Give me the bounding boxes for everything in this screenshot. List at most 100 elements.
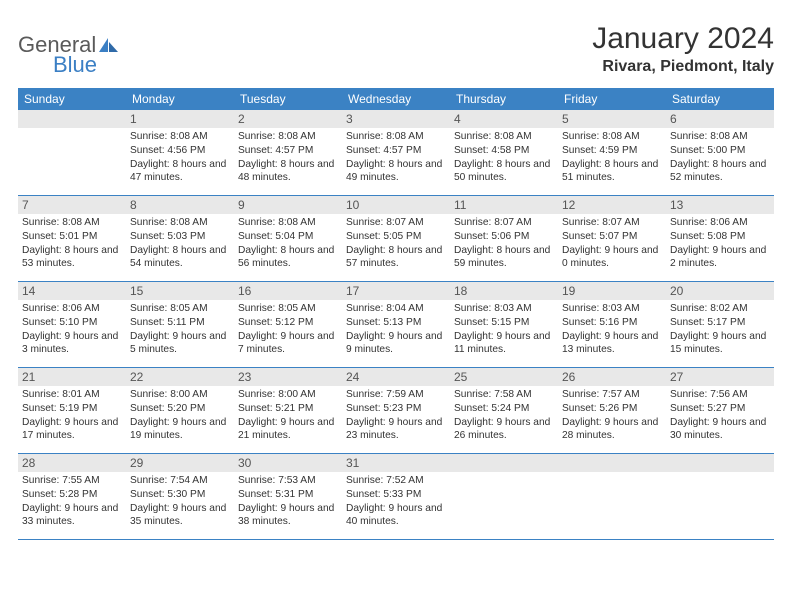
day-number: 8 bbox=[126, 196, 234, 214]
day-details: Sunrise: 7:59 AMSunset: 5:23 PMDaylight:… bbox=[346, 388, 446, 443]
calendar-day-cell: 10 Sunrise: 8:07 AMSunset: 5:05 PMDayligh… bbox=[342, 196, 450, 282]
weekday-header: Wednesday bbox=[342, 88, 450, 110]
day-details: Sunrise: 8:06 AMSunset: 5:08 PMDaylight:… bbox=[670, 216, 770, 271]
day-number: 25 bbox=[450, 368, 558, 386]
day-number: 18 bbox=[450, 282, 558, 300]
day-number: 31 bbox=[342, 454, 450, 472]
calendar-day-cell: 8Sunrise: 8:08 AMSunset: 5:03 PMDaylight… bbox=[126, 196, 234, 282]
brand-line2: Blue bbox=[53, 52, 97, 78]
calendar-day-cell: 26Sunrise: 7:57 AMSunset: 5:26 PMDayligh… bbox=[558, 368, 666, 454]
day-details: Sunrise: 8:03 AMSunset: 5:15 PMDaylight:… bbox=[454, 302, 554, 357]
day-number: 20 bbox=[666, 282, 774, 300]
weekday-header: Friday bbox=[558, 88, 666, 110]
calendar-day-cell: 2 Sunrise: 8:08 AMSunset: 4:57 PMDaylight… bbox=[234, 110, 342, 196]
weekday-header: Saturday bbox=[666, 88, 774, 110]
day-number: 4 bbox=[450, 110, 558, 128]
day-details: Sunrise: 7:55 AMSunset: 5:28 PMDaylight:… bbox=[22, 474, 122, 529]
day-number: 15 bbox=[126, 282, 234, 300]
calendar-day-cell: 1Sunrise: 8:08 AMSunset: 4:56 PMDaylight… bbox=[126, 110, 234, 196]
day-number: 13 bbox=[666, 196, 774, 214]
title-block: January 2024 Rivara, Piedmont, Italy bbox=[592, 22, 774, 76]
day-details: Sunrise: 8:08 AMSunset: 4:57 PMDaylight:… bbox=[238, 130, 338, 185]
day-details: Sunrise: 7:53 AMSunset: 5:31 PMDaylight:… bbox=[238, 474, 338, 529]
day-number: 6 bbox=[666, 110, 774, 128]
day-details: Sunrise: 8:08 AMSunset: 4:56 PMDaylight:… bbox=[130, 130, 230, 185]
day-details: Sunrise: 8:07 AMSunset: 5:05 PMDaylight:… bbox=[346, 216, 446, 271]
day-details: Sunrise: 7:52 AMSunset: 5:33 PMDaylight:… bbox=[346, 474, 446, 529]
day-number: 22 bbox=[126, 368, 234, 386]
calendar-day-cell: 12 Sunrise: 8:07 AMSunset: 5:07 PMDayligh… bbox=[558, 196, 666, 282]
calendar-empty-cell bbox=[558, 454, 666, 540]
day-number: 24 bbox=[342, 368, 450, 386]
calendar-page: General January 2024 Rivara, Piedmont, I… bbox=[0, 0, 792, 558]
day-details: Sunrise: 8:03 AMSunset: 5:16 PMDaylight:… bbox=[562, 302, 662, 357]
weekday-header: Tuesday bbox=[234, 88, 342, 110]
brand-text-2: Blue bbox=[53, 52, 97, 77]
day-details: Sunrise: 8:00 AMSunset: 5:20 PMDaylight:… bbox=[130, 388, 230, 443]
day-details: Sunrise: 8:05 AMSunset: 5:11 PMDaylight:… bbox=[130, 302, 230, 357]
day-number: 19 bbox=[558, 282, 666, 300]
flag-icon bbox=[98, 36, 120, 54]
day-details: Sunrise: 8:08 AMSunset: 4:57 PMDaylight:… bbox=[346, 130, 446, 185]
calendar-day-cell: 13 Sunrise: 8:06 AMSunset: 5:08 PMDayligh… bbox=[666, 196, 774, 282]
calendar-day-cell: 31 Sunrise: 7:52 AMSunset: 5:33 PMDayligh… bbox=[342, 454, 450, 540]
calendar-day-cell: 11Sunrise: 8:07 AMSunset: 5:06 PMDayligh… bbox=[450, 196, 558, 282]
calendar-day-cell: 22 Sunrise: 8:00 AMSunset: 5:20 PMDayligh… bbox=[126, 368, 234, 454]
day-number: 26 bbox=[558, 368, 666, 386]
day-number: 5 bbox=[558, 110, 666, 128]
calendar-day-cell: 5Sunrise: 8:08 AMSunset: 4:59 PMDaylight… bbox=[558, 110, 666, 196]
calendar-day-cell: 29 Sunrise: 7:54 AMSunset: 5:30 PMDayligh… bbox=[126, 454, 234, 540]
calendar-day-cell: 25 Sunrise: 7:58 AMSunset: 5:24 PMDayligh… bbox=[450, 368, 558, 454]
day-details: Sunrise: 8:04 AMSunset: 5:13 PMDaylight:… bbox=[346, 302, 446, 357]
day-details: Sunrise: 8:01 AMSunset: 5:19 PMDaylight:… bbox=[22, 388, 122, 443]
day-number: 29 bbox=[126, 454, 234, 472]
weekday-header: Sunday bbox=[18, 88, 126, 110]
calendar-day-cell: 3 Sunrise: 8:08 AMSunset: 4:57 PMDaylight… bbox=[342, 110, 450, 196]
day-number: 23 bbox=[234, 368, 342, 386]
calendar-day-cell: 16Sunrise: 8:05 AMSunset: 5:12 PMDayligh… bbox=[234, 282, 342, 368]
day-number: 9 bbox=[234, 196, 342, 214]
calendar-day-cell: 30 Sunrise: 7:53 AMSunset: 5:31 PMDayligh… bbox=[234, 454, 342, 540]
calendar-day-cell: 19 Sunrise: 8:03 AMSunset: 5:16 PMDayligh… bbox=[558, 282, 666, 368]
day-details: Sunrise: 8:05 AMSunset: 5:12 PMDaylight:… bbox=[238, 302, 338, 357]
day-details: Sunrise: 8:08 AMSunset: 5:04 PMDaylight:… bbox=[238, 216, 338, 271]
day-number: 12 bbox=[558, 196, 666, 214]
day-details: Sunrise: 8:07 AMSunset: 5:06 PMDaylight:… bbox=[454, 216, 554, 271]
day-number: 10 bbox=[342, 196, 450, 214]
calendar-day-cell: 17 Sunrise: 8:04 AMSunset: 5:13 PMDayligh… bbox=[342, 282, 450, 368]
calendar-empty-cell bbox=[18, 110, 126, 196]
calendar-empty-cell bbox=[666, 454, 774, 540]
day-number: 7 bbox=[18, 196, 126, 214]
day-details: Sunrise: 8:00 AMSunset: 5:21 PMDaylight:… bbox=[238, 388, 338, 443]
day-number: 3 bbox=[342, 110, 450, 128]
day-details: Sunrise: 7:54 AMSunset: 5:30 PMDaylight:… bbox=[130, 474, 230, 529]
day-details: Sunrise: 7:58 AMSunset: 5:24 PMDaylight:… bbox=[454, 388, 554, 443]
day-details: Sunrise: 8:02 AMSunset: 5:17 PMDaylight:… bbox=[670, 302, 770, 357]
day-number: 27 bbox=[666, 368, 774, 386]
weekday-header: Monday bbox=[126, 88, 234, 110]
day-details: Sunrise: 8:06 AMSunset: 5:10 PMDaylight:… bbox=[22, 302, 122, 357]
day-details: Sunrise: 8:08 AMSunset: 5:00 PMDaylight:… bbox=[670, 130, 770, 185]
day-details: Sunrise: 8:07 AMSunset: 5:07 PMDaylight:… bbox=[562, 216, 662, 271]
calendar-day-cell: 4 Sunrise: 8:08 AMSunset: 4:58 PMDaylight… bbox=[450, 110, 558, 196]
day-details: Sunrise: 8:08 AMSunset: 5:01 PMDaylight:… bbox=[22, 216, 122, 271]
calendar-day-cell: 9 Sunrise: 8:08 AMSunset: 5:04 PMDaylight… bbox=[234, 196, 342, 282]
calendar-empty-cell bbox=[450, 454, 558, 540]
header: General January 2024 Rivara, Piedmont, I… bbox=[18, 22, 774, 76]
day-number: 2 bbox=[234, 110, 342, 128]
calendar-day-cell: 14Sunrise: 8:06 AMSunset: 5:10 PMDayligh… bbox=[18, 282, 126, 368]
calendar-day-cell: 23 Sunrise: 8:00 AMSunset: 5:21 PMDayligh… bbox=[234, 368, 342, 454]
day-details: Sunrise: 8:08 AMSunset: 4:58 PMDaylight:… bbox=[454, 130, 554, 185]
calendar-day-cell: 28 Sunrise: 7:55 AMSunset: 5:28 PMDayligh… bbox=[18, 454, 126, 540]
location: Rivara, Piedmont, Italy bbox=[592, 58, 774, 76]
day-number: 30 bbox=[234, 454, 342, 472]
day-number: 28 bbox=[18, 454, 126, 472]
calendar-day-cell: 21 Sunrise: 8:01 AMSunset: 5:19 PMDayligh… bbox=[18, 368, 126, 454]
day-number: 21 bbox=[18, 368, 126, 386]
calendar-day-cell: 7 Sunrise: 8:08 AMSunset: 5:01 PMDaylight… bbox=[18, 196, 126, 282]
calendar-day-cell: 6 Sunrise: 8:08 AMSunset: 5:00 PMDaylight… bbox=[666, 110, 774, 196]
calendar-grid: SundayMondayTuesdayWednesdayThursdayFrid… bbox=[18, 88, 774, 540]
calendar-day-cell: 27Sunrise: 7:56 AMSunset: 5:27 PMDayligh… bbox=[666, 368, 774, 454]
weekday-header: Thursday bbox=[450, 88, 558, 110]
day-number: 17 bbox=[342, 282, 450, 300]
